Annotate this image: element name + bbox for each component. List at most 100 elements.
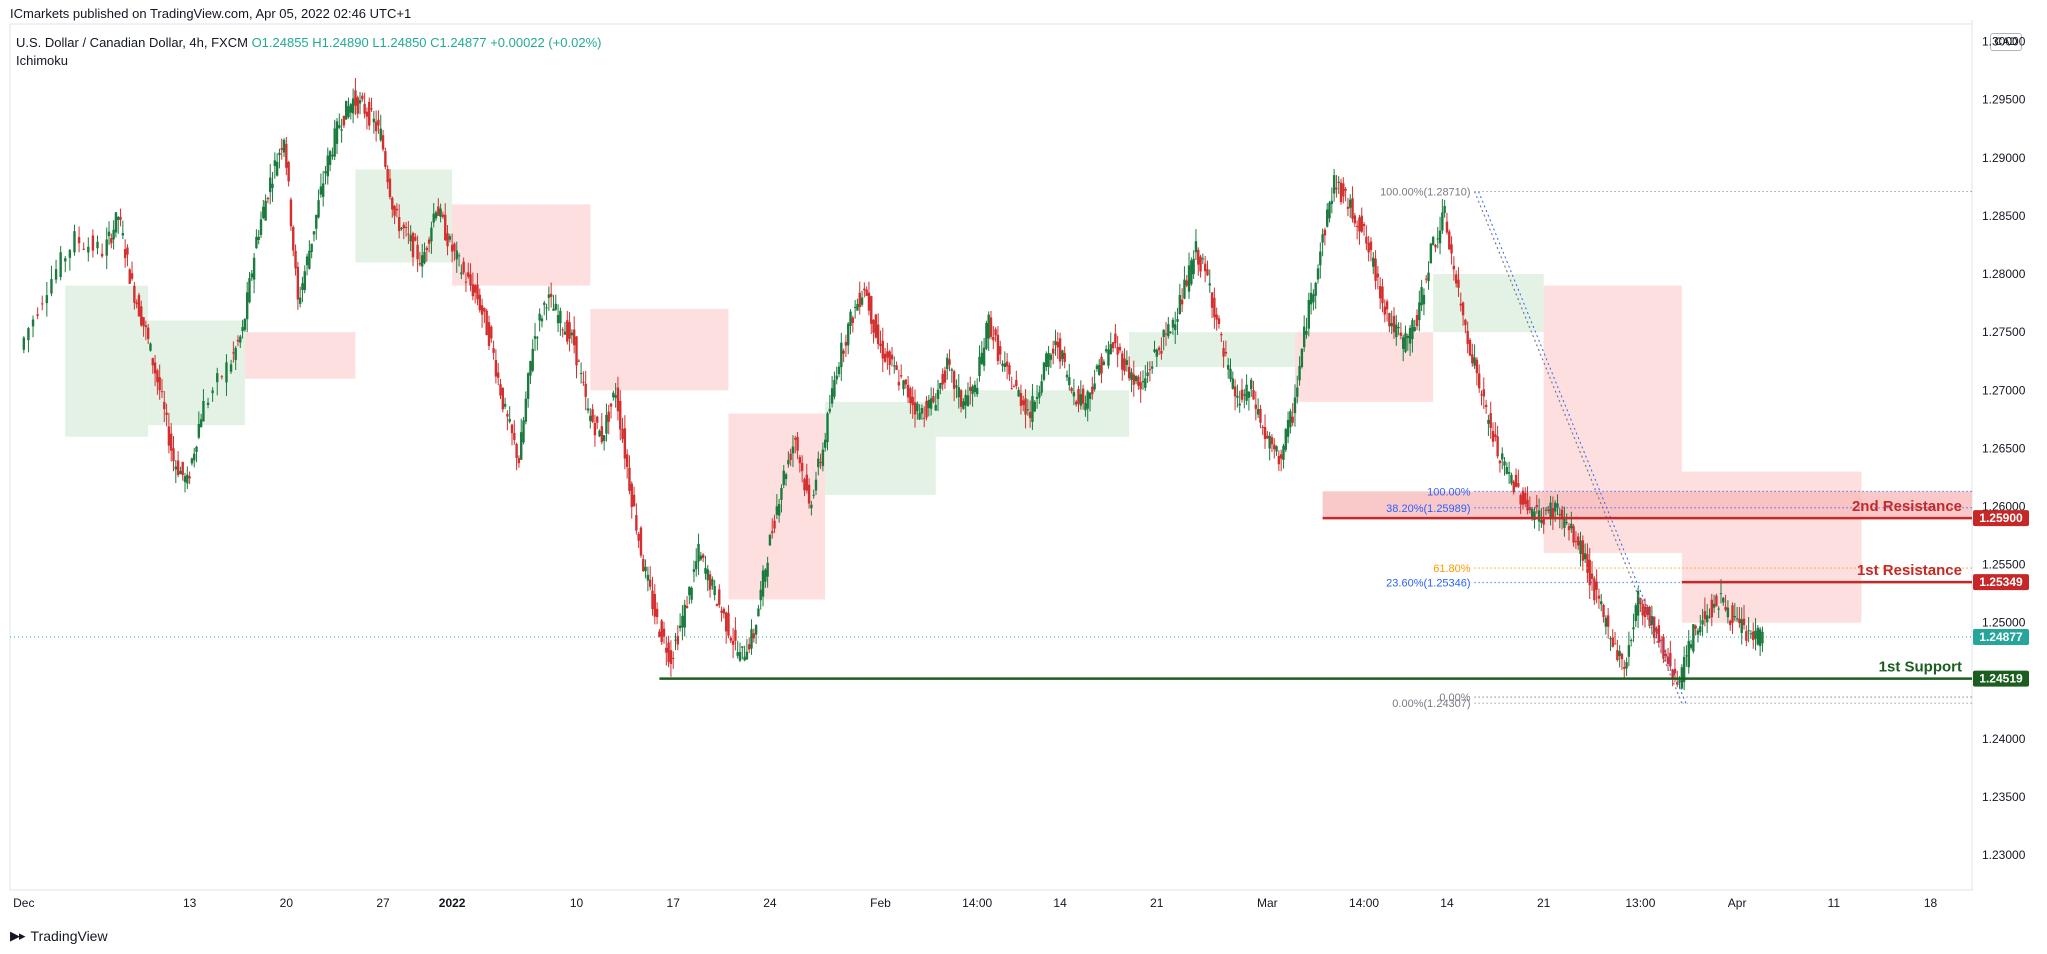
candle-body (1250, 379, 1253, 390)
candle-body (662, 628, 666, 637)
candle-body (1708, 616, 1711, 618)
candle-body (1017, 389, 1020, 397)
candle-body (130, 273, 134, 279)
candle-body (1088, 392, 1092, 400)
candle-body (1229, 368, 1232, 380)
candle-body (110, 238, 113, 244)
candle-body (351, 98, 355, 114)
candle-body (1604, 617, 1608, 627)
candle-body (457, 255, 461, 257)
candle-body (112, 229, 115, 240)
candle-body (658, 631, 661, 637)
candle-body (966, 395, 970, 407)
candle-body (432, 213, 435, 223)
y-tick-label: 1.24000 (1982, 732, 2026, 746)
candle-body (554, 303, 557, 310)
candle-body (982, 347, 986, 366)
candle-body (1077, 388, 1080, 404)
x-tick-label: 13 (183, 896, 197, 910)
candle-body (229, 364, 233, 372)
candle-body (773, 520, 776, 529)
candle-body (460, 272, 463, 275)
candle-body (36, 314, 39, 316)
candle-body (1282, 445, 1285, 460)
candle-body (450, 244, 454, 252)
candle-body (393, 205, 396, 216)
candle-body (524, 398, 528, 422)
candle-body (858, 292, 861, 308)
candle-body (236, 339, 240, 342)
candle-body (1144, 378, 1147, 388)
candle-body (1121, 353, 1124, 370)
candle-body (409, 235, 412, 242)
publisher-header: ICmarkets published on TradingView.com, … (10, 6, 412, 21)
candle-body (1293, 397, 1297, 414)
candle-body (199, 419, 203, 428)
candle-body (1093, 383, 1096, 390)
candle-body (513, 432, 516, 440)
candle-body (881, 340, 884, 359)
candle-body (1268, 435, 1271, 449)
candle-body (1629, 639, 1633, 641)
candle-body (503, 403, 507, 407)
candle-body (1646, 606, 1649, 616)
level-name: 2nd Resistance (1852, 498, 1962, 515)
candle-body (1623, 666, 1626, 669)
candle-body (973, 384, 977, 393)
change-value: +0.00022 (+0.02%) (490, 35, 602, 50)
ichimoku-cloud (65, 285, 149, 437)
candle-body (1694, 625, 1697, 629)
candle-body (1657, 625, 1661, 643)
candle-body (934, 404, 937, 411)
candle-body (517, 458, 521, 464)
candle-body (269, 177, 272, 193)
candle-body (370, 108, 373, 110)
footer-brand[interactable]: ▶▸ TradingView (10, 928, 108, 944)
symbol-title[interactable]: U.S. Dollar / Canadian Dollar, 4h, FXCM (16, 35, 248, 50)
candle-body (480, 305, 484, 315)
candle-body (1551, 508, 1555, 518)
y-tick-label: 1.23000 (1982, 848, 2026, 862)
candle-body (73, 231, 76, 253)
candle-body (683, 604, 686, 628)
candle-body (1190, 260, 1193, 285)
candle-body (1583, 553, 1587, 560)
candle-body (724, 612, 728, 632)
candle-body (1581, 540, 1585, 561)
candle-body (1662, 636, 1665, 659)
resistance-zone (1322, 491, 1972, 519)
fib-level-label: 23.60%(1.25346) (1386, 577, 1470, 589)
candle-body (1613, 643, 1617, 645)
candle-body (1491, 431, 1495, 442)
currency-badge[interactable]: CAD (1990, 33, 2022, 51)
candle-body (1146, 372, 1149, 377)
candle-body (538, 313, 541, 321)
candle-body (1643, 606, 1647, 618)
candle-body (1745, 631, 1748, 641)
candle-body (936, 389, 940, 399)
candle-body (1457, 279, 1460, 288)
indicator-label[interactable]: Ichimoku (16, 53, 69, 68)
candle-body (607, 411, 610, 422)
candle-body (1461, 302, 1465, 316)
candle-body (331, 154, 334, 157)
candle-body (865, 289, 868, 296)
candle-body (1047, 352, 1050, 367)
candle-body (1139, 382, 1142, 390)
candle-body (748, 644, 751, 650)
candle-body (255, 236, 258, 249)
candle-body (1526, 499, 1529, 511)
candle-body (1519, 495, 1522, 505)
candle-body (1404, 333, 1407, 352)
candle-body (948, 359, 951, 365)
fib-level-label: 100.00% (1427, 486, 1471, 498)
x-tick-label: Mar (1257, 896, 1278, 910)
candle-body (342, 115, 346, 126)
candle-body (149, 343, 152, 351)
candle-body (354, 90, 357, 106)
level-price-badge (1973, 574, 2029, 591)
x-tick-label: 21 (1537, 896, 1551, 910)
candle-body (1058, 338, 1062, 362)
y-tick-label: 1.28500 (1982, 209, 2026, 223)
